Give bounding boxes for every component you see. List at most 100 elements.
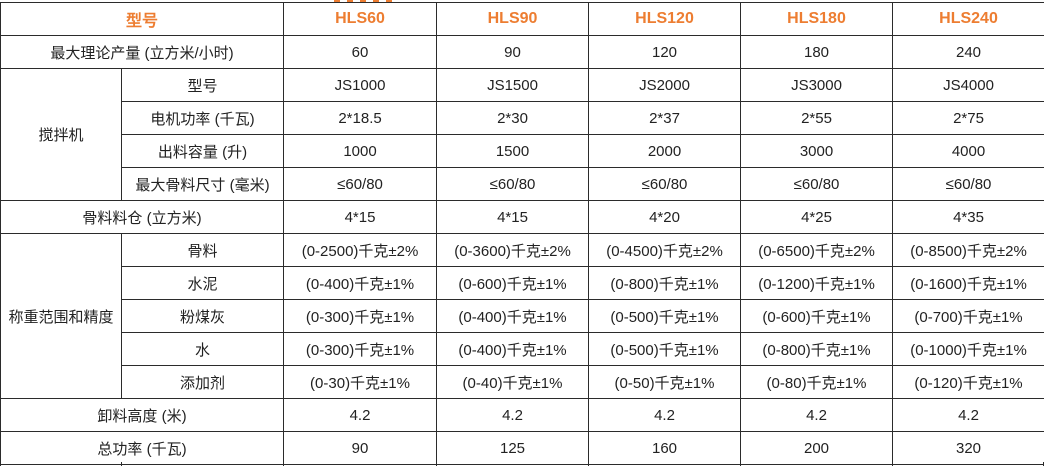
row-aggregate-bin: 骨料料仓 (立方米) 4*15 4*15 4*20 4*25 4*35 <box>0 200 1044 234</box>
cell-value: (0-500)千克±1% <box>588 299 742 333</box>
cell-value: 320 <box>892 431 1044 465</box>
cell-value: (0-1200)千克±1% <box>740 266 894 300</box>
cell-value: (0-2500)千克±2% <box>283 233 438 267</box>
cell-value: 4.2 <box>283 398 438 432</box>
row-mixer-max-aggregate-size: 最大骨料尺寸 (毫米) ≤60/80 ≤60/80 ≤60/80 ≤60/80 … <box>1 167 1044 201</box>
cell-value: (0-800)千克±1% <box>588 266 742 300</box>
model-header-hls90: HLS90 <box>436 2 590 36</box>
cell-value: (0-30)千克±1% <box>283 365 438 399</box>
cell-value: ≤60/80 <box>436 167 590 201</box>
cell-value: 125 <box>436 431 590 465</box>
cell-value: (0-400)千克±1% <box>283 266 438 300</box>
next-row-border <box>892 462 893 466</box>
row-label: 总功率 (千瓦) <box>0 431 285 465</box>
next-row-border <box>121 462 122 466</box>
model-header-hls240: HLS240 <box>892 2 1044 36</box>
cell-value: (0-300)千克±1% <box>283 332 438 366</box>
cell-value: (0-400)千克±1% <box>436 299 590 333</box>
cell-value: 2000 <box>588 134 742 168</box>
cell-value: (0-1600)千克±1% <box>892 266 1044 300</box>
cell-value: (0-4500)千克±2% <box>588 233 742 267</box>
cell-value: ≤60/80 <box>283 167 438 201</box>
cell-value: 4*35 <box>892 200 1044 234</box>
row-label: 出料容量 (升) <box>120 134 285 168</box>
header-row: 型号 HLS60 HLS90 HLS120 HLS180 HLS240 <box>0 2 1044 36</box>
cell-value: (0-80)千克±1% <box>740 365 894 399</box>
cell-value: (0-8500)千克±2% <box>892 233 1044 267</box>
cell-value: ≤60/80 <box>892 167 1044 201</box>
model-header-hls180: HLS180 <box>740 2 894 36</box>
next-row-border <box>436 462 437 466</box>
row-label: 最大理论产量 (立方米/小时) <box>0 35 285 69</box>
cell-value: (0-600)千克±1% <box>740 299 894 333</box>
cell-value: (0-6500)千克±2% <box>740 233 894 267</box>
model-row-header: 型号 <box>0 2 285 36</box>
row-label: 水泥 <box>120 266 285 300</box>
cell-value: JS2000 <box>588 68 742 102</box>
row-label: 骨料 <box>120 233 285 267</box>
cell-value: (0-500)千克±1% <box>588 332 742 366</box>
row-label: 添加剂 <box>120 365 285 399</box>
row-label: 最大骨料尺寸 (毫米) <box>120 167 285 201</box>
cell-value: (0-600)千克±1% <box>436 266 590 300</box>
row-discharge-height: 卸料高度 (米) 4.2 4.2 4.2 4.2 4.2 <box>0 398 1044 432</box>
cell-value: (0-120)千克±1% <box>892 365 1044 399</box>
cell-value: (0-1000)千克±1% <box>892 332 1044 366</box>
row-mixer-discharge-capacity: 出料容量 (升) 1000 1500 2000 3000 4000 <box>1 134 1044 168</box>
row-label: 水 <box>120 332 285 366</box>
cell-value: 4*15 <box>436 200 590 234</box>
row-label: 型号 <box>120 68 285 102</box>
cell-value: 4*20 <box>588 200 742 234</box>
row-weighing-aggregate: 称重范围和精度 骨料 (0-2500)千克±2% (0-3600)千克±2% (… <box>0 233 1044 399</box>
cell-value: 4.2 <box>740 398 894 432</box>
row-mixer-model: 搅拌机 型号 JS1000 JS1500 JS2000 JS3000 JS400… <box>0 68 1044 201</box>
cell-value: 90 <box>283 431 438 465</box>
cell-value: 90 <box>436 35 590 69</box>
row-label: 骨料料仓 (立方米) <box>0 200 285 234</box>
cell-value: 240 <box>892 35 1044 69</box>
cell-value: 200 <box>740 431 894 465</box>
cell-value: ≤60/80 <box>740 167 894 201</box>
cell-value: 2*18.5 <box>283 101 438 135</box>
clipped-text-sliver <box>334 0 398 2</box>
cell-value: (0-50)千克±1% <box>588 365 742 399</box>
cell-value: 2*55 <box>740 101 894 135</box>
row-weighing-water: 水 (0-300)千克±1% (0-400)千克±1% (0-500)千克±1%… <box>1 332 1044 366</box>
cell-value: JS1500 <box>436 68 590 102</box>
cell-value: 4000 <box>892 134 1044 168</box>
cell-value: (0-400)千克±1% <box>436 332 590 366</box>
row-mixer-motor-power: 电机功率 (千瓦) 2*18.5 2*30 2*37 2*55 2*75 <box>1 101 1044 135</box>
cell-value: 2*37 <box>588 101 742 135</box>
cell-value: JS3000 <box>740 68 894 102</box>
cell-value: 60 <box>283 35 438 69</box>
cell-value: 4.2 <box>892 398 1044 432</box>
cell-value: JS4000 <box>892 68 1044 102</box>
cell-value: (0-700)千克±1% <box>892 299 1044 333</box>
row-capacity: 最大理论产量 (立方米/小时) 60 90 120 180 240 <box>0 35 1044 69</box>
model-header-hls60: HLS60 <box>283 2 438 36</box>
cell-value: 160 <box>588 431 742 465</box>
cell-value: (0-300)千克±1% <box>283 299 438 333</box>
cell-value: (0-40)千克±1% <box>436 365 590 399</box>
row-weighing-cement: 水泥 (0-400)千克±1% (0-600)千克±1% (0-800)千克±1… <box>1 266 1044 300</box>
row-label: 粉煤灰 <box>120 299 285 333</box>
next-row-border <box>740 462 741 466</box>
section-label-weighing: 称重范围和精度 <box>0 233 122 399</box>
next-row-border <box>283 462 284 466</box>
cell-value: 3000 <box>740 134 894 168</box>
row-weighing-flyash: 粉煤灰 (0-300)千克±1% (0-400)千克±1% (0-500)千克±… <box>1 299 1044 333</box>
cell-value: (0-800)千克±1% <box>740 332 894 366</box>
cell-value: 4.2 <box>436 398 590 432</box>
row-total-power: 总功率 (千瓦) 90 125 160 200 320 <box>0 431 1044 465</box>
next-row-border <box>0 462 1 466</box>
cell-value: JS1000 <box>283 68 438 102</box>
cell-value: 2*30 <box>436 101 590 135</box>
cell-value: 1500 <box>436 134 590 168</box>
cell-value: 1000 <box>283 134 438 168</box>
row-label: 卸料高度 (米) <box>0 398 285 432</box>
cell-value: 120 <box>588 35 742 69</box>
cell-value: ≤60/80 <box>588 167 742 201</box>
row-weighing-additive: 添加剂 (0-30)千克±1% (0-40)千克±1% (0-50)千克±1% … <box>1 365 1044 399</box>
